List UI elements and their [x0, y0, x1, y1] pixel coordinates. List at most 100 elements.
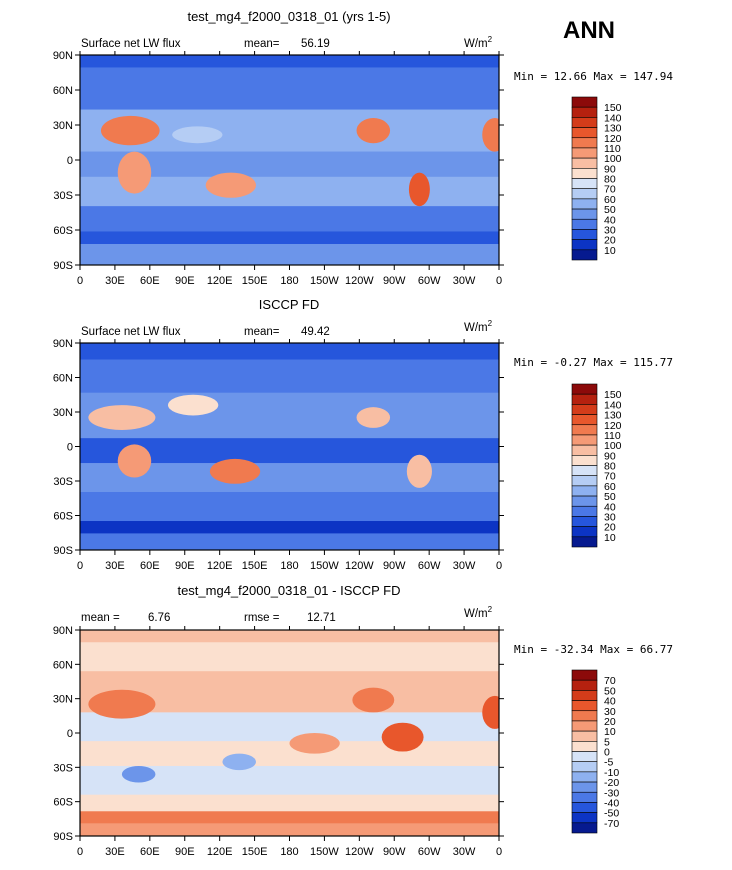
x-tick-label: 150W — [310, 846, 339, 858]
panel-1: test_mg4_f2000_0318_01 (yrs 1-5) Surface… — [53, 9, 674, 287]
field-region — [88, 689, 156, 719]
panel-2-yticks: 90N 60N 30N 0 30S 60S 90S — [53, 338, 504, 557]
field-band — [80, 343, 499, 360]
field-band — [80, 794, 499, 812]
panel-1-units: W/m2 — [464, 35, 493, 50]
colorbar-swatch — [571, 812, 598, 824]
panel-1-title: test_mg4_f2000_0318_01 (yrs 1-5) — [187, 9, 390, 24]
colorbar-label: 150 — [604, 102, 622, 114]
units-text: W/m — [464, 322, 488, 334]
y-tick-label: 30N — [53, 120, 73, 132]
colorbar-swatch — [571, 444, 598, 456]
field-region — [408, 172, 430, 207]
units-superscript: 2 — [488, 319, 493, 328]
panel-2-title: ISCCP FD — [259, 297, 319, 312]
y-tick-label: 60S — [53, 225, 73, 237]
colorbar-label: 70 — [604, 675, 616, 687]
colorbar-swatch — [571, 96, 598, 108]
colorbar-label: -5 — [604, 757, 613, 769]
colorbar-label: 80 — [604, 461, 616, 473]
y-tick-label: 30S — [53, 762, 73, 774]
field-region — [222, 753, 256, 771]
field-region — [352, 687, 395, 713]
colorbar-swatch — [571, 455, 598, 466]
colorbar-swatch — [571, 822, 598, 834]
colorbar-swatch — [571, 229, 598, 240]
y-tick-label: 90S — [53, 831, 73, 843]
colorbar-swatch — [571, 690, 598, 701]
colorbar-label: 150 — [604, 389, 622, 401]
colorbar-label: 110 — [604, 143, 621, 155]
y-tick-label: 90S — [53, 260, 73, 272]
colorbar-swatch — [571, 505, 598, 517]
colorbar-swatch — [571, 218, 598, 230]
colorbar-label: 30 — [604, 706, 616, 718]
colorbar-swatch — [571, 730, 598, 742]
colorbar-label: 140 — [604, 399, 622, 411]
panel-2-min-label: Min = — [514, 356, 547, 369]
panel-3: test_mg4_f2000_0318_01 - ISCCP FD mean =… — [53, 583, 673, 858]
field-region — [289, 733, 340, 754]
field-band — [80, 206, 499, 232]
colorbar-swatch — [571, 700, 598, 712]
panel-2-left-label: Surface net LW flux — [81, 326, 181, 338]
y-tick-label: 0 — [67, 155, 73, 167]
x-tick-label: 150W — [310, 275, 339, 287]
panel-3-mean-value: 6.76 — [148, 612, 170, 624]
colorbar-label: 80 — [604, 174, 616, 186]
colorbar-swatch — [571, 414, 598, 426]
field-band — [80, 741, 499, 766]
colorbar-label: 10 — [604, 245, 616, 257]
colorbar-swatch — [571, 741, 598, 752]
panel-2-units: W/m2 — [464, 319, 493, 334]
colorbar-label: -20 — [604, 777, 619, 789]
colorbar-label: 20 — [604, 235, 616, 247]
colorbar-label: 70 — [604, 471, 616, 483]
season-label: ANN — [563, 17, 615, 44]
field-band — [80, 492, 499, 522]
colorbar-swatch — [571, 178, 598, 189]
colorbar-label: -30 — [604, 787, 619, 799]
colorbar-swatch — [571, 781, 598, 793]
colorbar-label: 90 — [604, 163, 616, 175]
x-tick-label: 120W — [345, 275, 374, 287]
field-band — [80, 67, 499, 110]
field-region — [117, 151, 152, 194]
panel-3-rmse-label: rmse = — [244, 612, 280, 624]
panel-3-yticks: 90N 60N 30N 0 30S 60S 90S — [53, 625, 504, 843]
y-tick-label: 60N — [53, 85, 73, 97]
x-tick-label: 180 — [280, 846, 298, 858]
colorbar-swatch — [571, 147, 598, 159]
panel-1-left-label: Surface net LW flux — [81, 38, 181, 50]
colorbar-label: 50 — [604, 685, 616, 697]
colorbar-swatch — [571, 157, 598, 169]
colorbar-swatch — [571, 383, 598, 395]
colorbar-label: 10 — [604, 726, 616, 738]
colorbar-label: -50 — [604, 808, 619, 820]
x-tick-label: 120E — [207, 846, 233, 858]
x-tick-label: 0 — [496, 846, 502, 858]
x-tick-label: 120W — [345, 846, 374, 858]
colorbar-swatch — [571, 475, 598, 487]
x-tick-label: 120W — [345, 560, 374, 572]
panel-2: ISCCP FD Surface net LW flux mean= 49.42… — [53, 297, 673, 572]
colorbar-label: 5 — [604, 736, 610, 748]
colorbar-label: -10 — [604, 767, 619, 779]
x-tick-label: 30E — [105, 560, 125, 572]
colorbar-swatch — [571, 536, 598, 548]
field-band — [80, 630, 499, 643]
colorbar-label: 100 — [604, 153, 622, 165]
colorbar-swatch — [571, 208, 598, 220]
field-region — [482, 118, 499, 152]
x-tick-label: 90W — [383, 560, 406, 572]
colorbar-swatch — [571, 751, 598, 762]
colorbar-swatch — [571, 249, 598, 261]
colorbar-swatch — [571, 761, 598, 773]
field-band — [80, 231, 499, 244]
colorbar-swatch — [571, 516, 598, 527]
colorbar-label: 130 — [604, 410, 622, 422]
panel-1-mean-value: 56.19 — [301, 38, 330, 50]
colorbar-swatch — [571, 495, 598, 507]
